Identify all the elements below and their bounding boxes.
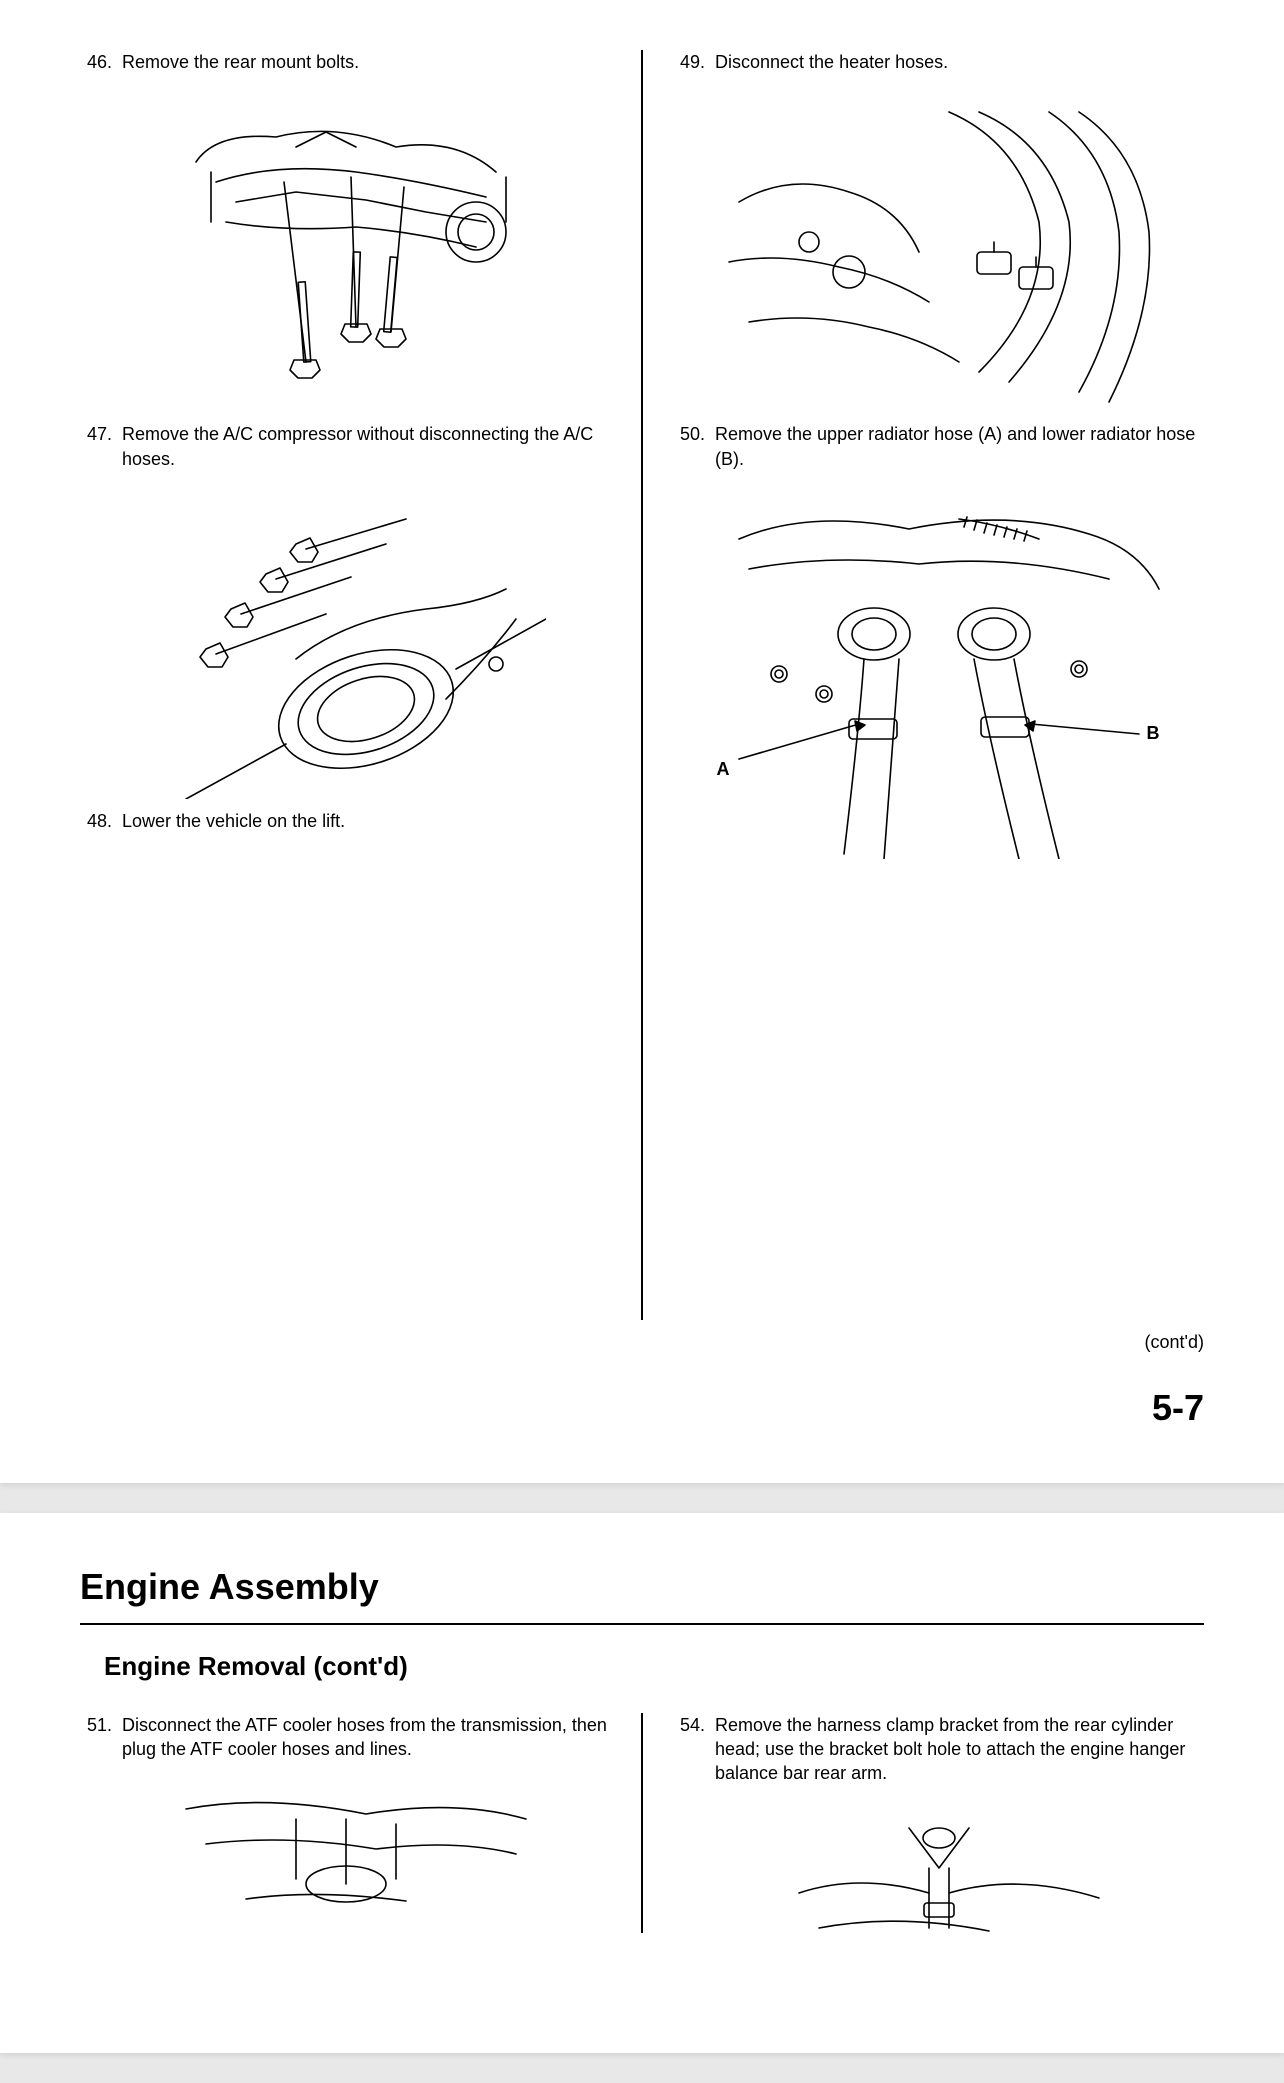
step-number: 50.	[673, 422, 715, 471]
step-text: Lower the vehicle on the lift.	[122, 809, 611, 833]
step-number: 48.	[80, 809, 122, 833]
step-number: 51.	[80, 1713, 122, 1762]
subsection-heading: Engine Removal (cont'd)	[104, 1649, 1204, 1684]
step-text: Disconnect the heater hoses.	[715, 50, 1204, 74]
heading-rule	[80, 1623, 1204, 1625]
heater-hoses-diagram	[719, 102, 1159, 412]
section-heading: Engine Assembly	[80, 1563, 1204, 1614]
step-47: 47. Remove the A/C compressor without di…	[80, 422, 611, 471]
step-number: 46.	[80, 50, 122, 74]
rear-mount-bolts-diagram	[156, 102, 536, 412]
harness-bracket-diagram	[739, 1813, 1139, 1933]
two-column-layout: 51. Disconnect the ATF cooler hoses from…	[80, 1713, 1204, 1934]
step-text: Remove the rear mount bolts.	[122, 50, 611, 74]
step-number: 54.	[673, 1713, 715, 1786]
figure-heater-hoses	[673, 102, 1204, 412]
radiator-hoses-diagram	[709, 499, 1169, 859]
step-49: 49. Disconnect the heater hoses.	[673, 50, 1204, 74]
step-number: 47.	[80, 422, 122, 471]
figure-atf-cooler-hoses	[80, 1789, 611, 1909]
right-column: 54. Remove the harness clamp bracket fro…	[643, 1713, 1204, 1934]
label-a: A	[717, 757, 730, 781]
left-column: 51. Disconnect the ATF cooler hoses from…	[80, 1713, 641, 1934]
step-48: 48. Lower the vehicle on the lift.	[80, 809, 611, 833]
ac-compressor-diagram	[146, 499, 546, 799]
two-column-layout: 46. Remove the rear mount bolts.	[80, 50, 1204, 1320]
step-text: Remove the A/C compressor without discon…	[122, 422, 611, 471]
step-text: Disconnect the ATF cooler hoses from the…	[122, 1713, 611, 1762]
atf-cooler-diagram	[146, 1789, 546, 1909]
figure-harness-clamp-bracket	[673, 1813, 1204, 1933]
step-text: Remove the upper radiator hose (A) and l…	[715, 422, 1204, 471]
manual-page-1: 46. Remove the rear mount bolts.	[0, 0, 1284, 1483]
left-column: 46. Remove the rear mount bolts.	[80, 50, 641, 1320]
figure-ac-compressor	[80, 499, 611, 799]
label-b: B	[1147, 721, 1160, 745]
figure-radiator-hoses: A B	[709, 499, 1169, 859]
figure-rear-mount-bolts	[80, 102, 611, 412]
step-number: 49.	[673, 50, 715, 74]
step-50: 50. Remove the upper radiator hose (A) a…	[673, 422, 1204, 471]
step-46: 46. Remove the rear mount bolts.	[80, 50, 611, 74]
step-text: Remove the harness clamp bracket from th…	[715, 1713, 1204, 1786]
step-54: 54. Remove the harness clamp bracket fro…	[673, 1713, 1204, 1786]
manual-page-2: Engine Assembly Engine Removal (cont'd) …	[0, 1513, 1284, 2053]
continued-label: (cont'd)	[80, 1330, 1204, 1354]
page-number: 5-7	[80, 1384, 1204, 1433]
right-column: 49. Disconnect the heater hoses.	[643, 50, 1204, 1320]
step-51: 51. Disconnect the ATF cooler hoses from…	[80, 1713, 611, 1762]
